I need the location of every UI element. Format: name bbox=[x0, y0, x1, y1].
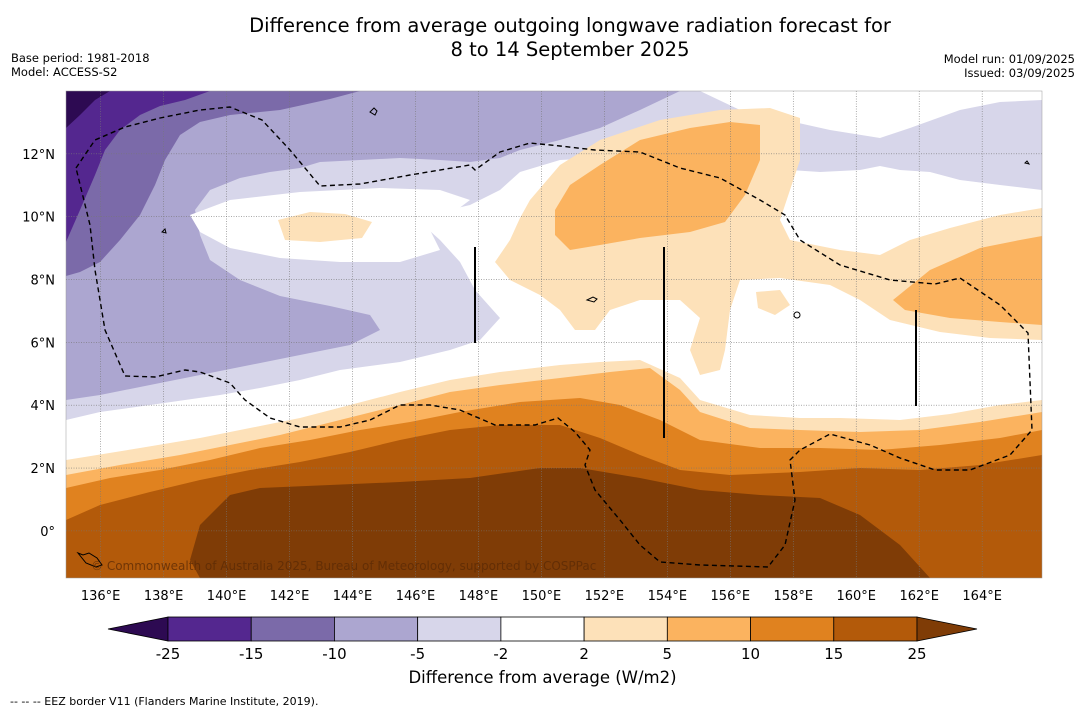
lon-tick-label: 136°E bbox=[81, 589, 121, 604]
lon-tick-label: 144°E bbox=[333, 589, 373, 604]
colorbar-segment bbox=[833, 616, 918, 642]
lat-tick-label: 2°N bbox=[31, 462, 56, 477]
lon-tick-label: 160°E bbox=[836, 589, 876, 604]
colorbar-label: -25 bbox=[156, 645, 181, 663]
colorbar-label: -5 bbox=[410, 645, 425, 663]
field-pos-2-5-islet bbox=[756, 290, 790, 315]
lat-tick-label: 8°N bbox=[31, 274, 56, 289]
lat-tick-labels: 12°N 10°N 8°N 6°N 4°N 2°N 0° bbox=[22, 148, 55, 540]
colorbar-segment bbox=[417, 616, 502, 642]
colorbar-labels: -25 -15 -10 -5 -2 2 5 10 15 25 bbox=[156, 645, 927, 663]
lon-tick-labels: 136°E 138°E 140°E 142°E 144°E 146°E 148°E 150°E… bbox=[81, 589, 1002, 604]
colorbar-label: -15 bbox=[239, 645, 264, 663]
copyright-note: © Commonwealth of Australia 2025, Bureau… bbox=[91, 559, 596, 573]
meta-right: Model run: 01/09/2025 Issued: 03/09/2025 bbox=[944, 52, 1075, 80]
lon-tick-label: 150°E bbox=[522, 589, 562, 604]
colorbar-label: 15 bbox=[824, 645, 843, 663]
colorbar-segment bbox=[334, 616, 419, 642]
base-period: Base period: 1981-2018 bbox=[11, 51, 150, 65]
map-title: Difference from average outgoing longwav… bbox=[0, 14, 1085, 62]
colorbar-segment bbox=[750, 616, 835, 642]
lon-tick-label: 140°E bbox=[207, 589, 247, 604]
lon-tick-label: 138°E bbox=[144, 589, 184, 604]
title-line-1: Difference from average outgoing longwav… bbox=[249, 14, 891, 37]
lon-gridlines bbox=[100, 91, 983, 578]
lat-tick-label: 12°N bbox=[22, 148, 55, 163]
lon-tick-label: 152°E bbox=[585, 589, 625, 604]
field-neg-10-15 bbox=[66, 91, 360, 276]
field-neg-lt-25 bbox=[66, 91, 110, 128]
field-pos-5-10-east bbox=[893, 236, 1042, 325]
lat-tick-label: 0° bbox=[40, 525, 55, 540]
colorbar-segment bbox=[500, 616, 585, 642]
lat-tick-label: 10°N bbox=[22, 211, 55, 226]
lon-tick-label: 164°E bbox=[962, 589, 1002, 604]
colorbar-segment bbox=[167, 616, 252, 642]
colorbar-label: 5 bbox=[663, 645, 673, 663]
colorbar-label: 25 bbox=[907, 645, 926, 663]
colorbar-title: Difference from average (W/m2) bbox=[408, 668, 677, 687]
colorbar-extend-high bbox=[916, 616, 978, 642]
map-fields: © Commonwealth of Australia 2025, Bureau… bbox=[66, 91, 1042, 578]
meta-left: Base period: 1981-2018 Model: ACCESS-S2 bbox=[11, 51, 150, 79]
eez-border bbox=[75, 106, 1033, 568]
lat-tick-label: 4°N bbox=[31, 399, 56, 414]
colorbar-segment bbox=[250, 616, 335, 642]
islands bbox=[76, 107, 1031, 568]
eez-footnote: -- -- -- EEZ border V11 (Flanders Marine… bbox=[10, 695, 319, 708]
map-frame bbox=[65, 90, 1043, 579]
title-line-2: 8 to 14 September 2025 bbox=[450, 38, 690, 61]
lon-tick-label: 146°E bbox=[396, 589, 436, 604]
colorbar-segment bbox=[666, 616, 751, 642]
colorbar bbox=[107, 616, 978, 642]
issued-date: Issued: 03/09/2025 bbox=[964, 66, 1075, 80]
field-pos-2-5-island bbox=[278, 212, 372, 242]
colorbar-label: -2 bbox=[493, 645, 508, 663]
field-pos-gt-25 bbox=[190, 468, 930, 578]
lat-gridlines bbox=[66, 153, 1042, 532]
colorbar-label: 2 bbox=[579, 645, 589, 663]
colorbar-extend-low bbox=[107, 616, 169, 642]
field-neg-15-25 bbox=[66, 91, 210, 242]
field-neutral-east bbox=[820, 188, 1042, 228]
colorbar-label: -10 bbox=[322, 645, 347, 663]
lat-tick-label: 6°N bbox=[31, 336, 56, 351]
field-neg-5-10 bbox=[66, 91, 680, 400]
lon-tick-label: 148°E bbox=[459, 589, 499, 604]
lon-tick-label: 156°E bbox=[711, 589, 751, 604]
lon-tick-label: 158°E bbox=[774, 589, 814, 604]
lon-tick-label: 142°E bbox=[270, 589, 310, 604]
colorbar-segment bbox=[583, 616, 668, 642]
lon-tick-label: 162°E bbox=[899, 589, 939, 604]
lon-tick-label: 154°E bbox=[648, 589, 688, 604]
model-name: Model: ACCESS-S2 bbox=[11, 65, 118, 79]
colorbar-label: 10 bbox=[741, 645, 760, 663]
model-run: Model run: 01/09/2025 bbox=[943, 52, 1075, 66]
